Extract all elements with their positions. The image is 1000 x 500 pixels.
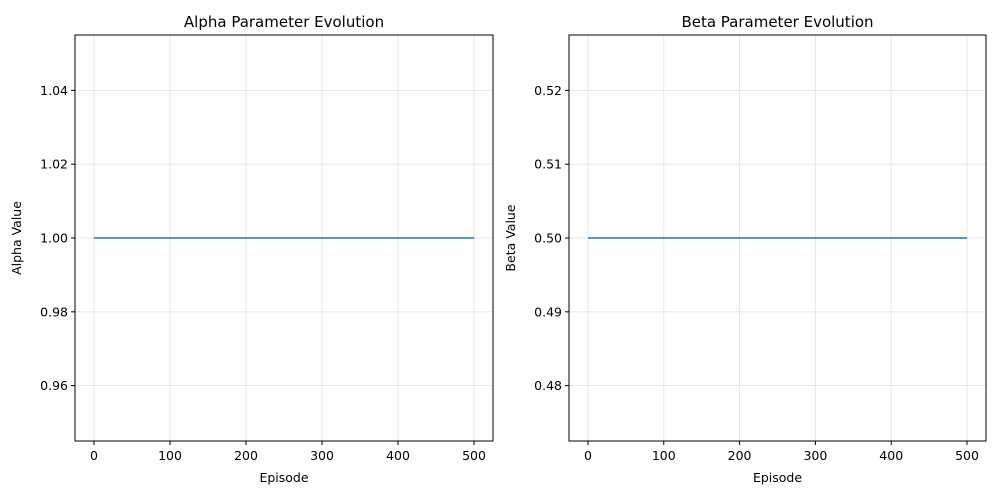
- y-tick-label: 1.04: [40, 83, 68, 98]
- y-tick-label: 0.96: [40, 378, 68, 393]
- beta-chart-panel: Beta Parameter Evolution Episode Beta Va…: [503, 13, 987, 485]
- x-tick-label: 300: [803, 448, 827, 463]
- y-axis-label: Alpha Value: [9, 201, 24, 275]
- y-tick-label: 0.49: [534, 304, 562, 319]
- x-tick-label: 300: [310, 448, 334, 463]
- x-tick-label: 100: [652, 448, 676, 463]
- y-tick-label: 0.50: [534, 231, 562, 246]
- x-axis-label: Episode: [259, 470, 308, 485]
- x-tick-label: 400: [879, 448, 903, 463]
- x-tick-label: 0: [90, 448, 98, 463]
- x-tick-label: 100: [158, 448, 182, 463]
- y-tick-label: 0.51: [534, 157, 562, 172]
- x-tick-label: 200: [728, 448, 752, 463]
- chart-title: Alpha Parameter Evolution: [184, 13, 384, 31]
- x-tick-label: 500: [462, 448, 486, 463]
- y-tick-label: 0.48: [534, 378, 562, 393]
- x-tick-label: 500: [955, 448, 979, 463]
- x-tick-label: 0: [584, 448, 592, 463]
- alpha-chart-panel: Alpha Parameter Evolution Episode Alpha …: [9, 13, 494, 485]
- y-tick-label: 0.52: [534, 83, 562, 98]
- x-tick-label: 200: [234, 448, 258, 463]
- y-axis-label: Beta Value: [503, 204, 518, 271]
- chart-title: Beta Parameter Evolution: [681, 13, 873, 31]
- y-tick-label: 0.98: [40, 304, 68, 319]
- y-tick-label: 1.00: [40, 231, 68, 246]
- y-tick-label: 1.02: [40, 157, 68, 172]
- x-tick-label: 400: [386, 448, 410, 463]
- x-axis-label: Episode: [753, 470, 802, 485]
